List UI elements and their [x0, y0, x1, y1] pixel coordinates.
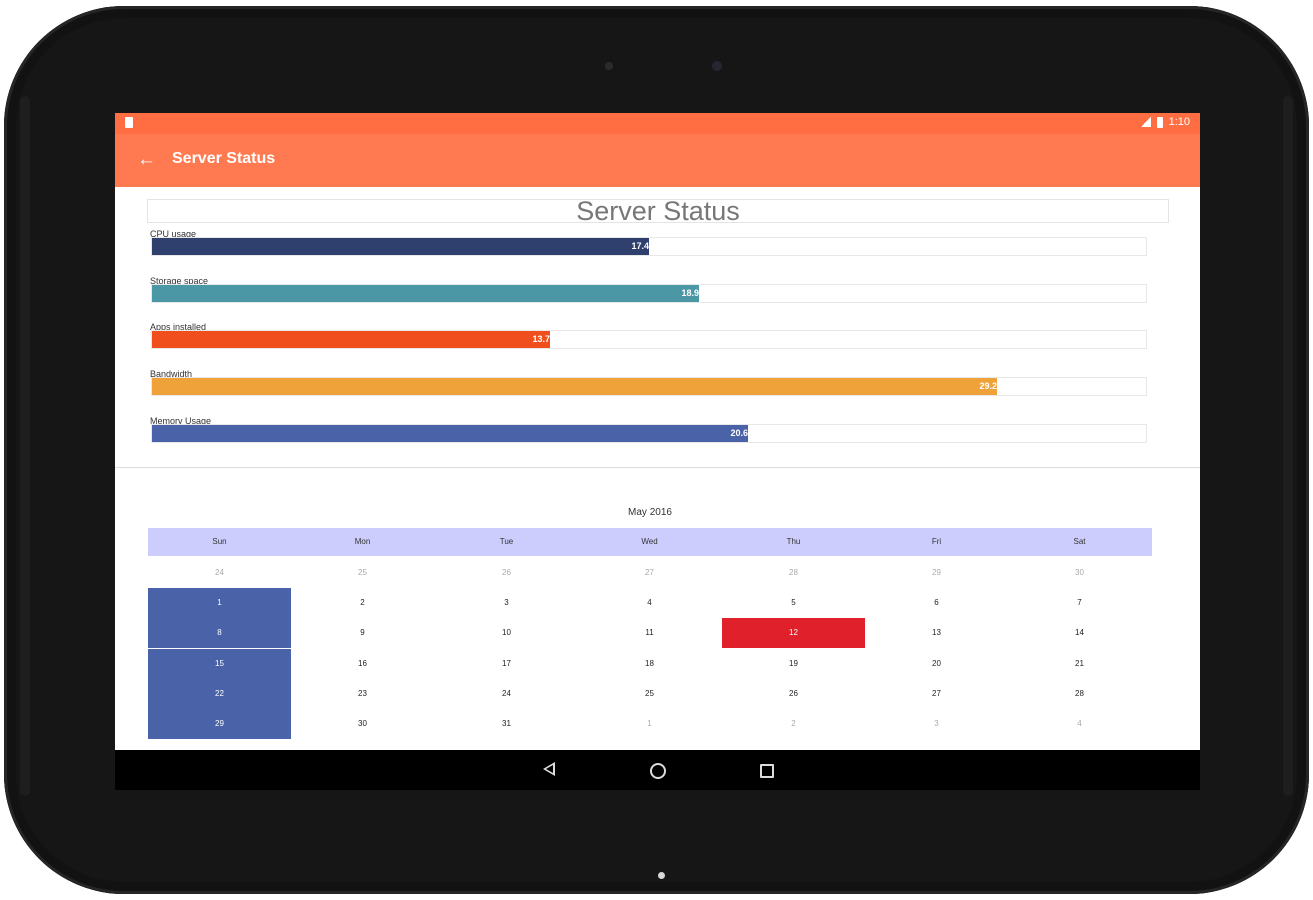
calendar-day[interactable]: 14 [1075, 628, 1084, 638]
calendar-day[interactable]: 3 [504, 598, 509, 608]
calendar-day[interactable]: 26 [502, 568, 511, 577]
bar: 18.9 [152, 285, 699, 302]
bar-track: 20.6 [151, 424, 1147, 443]
calendar-day[interactable]: 13 [932, 628, 941, 638]
calendar-day[interactable]: 7 [1077, 598, 1082, 608]
calendar-day[interactable]: 4 [647, 598, 652, 608]
bar-track: 29.2 [151, 377, 1147, 396]
calendar-day[interactable]: 19 [789, 658, 798, 668]
bar-label: Apps installed [150, 322, 207, 332]
calendar-day[interactable]: 27 [645, 568, 654, 577]
calendar-weekday-header: Sun Mon Tue Wed Thu Fri Sat [148, 528, 1152, 556]
speaker-grille-right [1283, 96, 1293, 796]
bar-value-label: 17.4 [631, 241, 649, 251]
bar: 20.6 [152, 425, 748, 442]
calendar-day[interactable]: 16 [358, 658, 367, 668]
bar-row: Apps installed 13.7 [149, 322, 1149, 352]
status-time: 1:10 [1168, 116, 1190, 128]
calendar-day[interactable]: 22 [148, 678, 291, 709]
calendar-month-label: May 2016 [628, 507, 672, 518]
app-bar: ← Server Status [115, 134, 1200, 187]
calendar-day[interactable]: 24 [215, 568, 224, 577]
sensor-dot [605, 62, 613, 70]
chart-title: Server Status [147, 198, 1169, 225]
nav-home-icon[interactable] [650, 763, 666, 779]
calendar-day[interactable]: 9 [360, 628, 365, 638]
calendar-day[interactable]: 2 [791, 719, 796, 728]
calendar-day[interactable]: 1 [647, 719, 652, 728]
calendar-day[interactable]: 11 [645, 628, 654, 638]
section-divider [115, 467, 1200, 468]
front-camera [712, 61, 722, 71]
calendar-day[interactable]: 21 [1075, 658, 1084, 668]
calendar-day[interactable]: 20 [932, 658, 941, 668]
calendar-day[interactable]: 25 [645, 688, 654, 698]
calendar-day[interactable]: 29 [148, 709, 291, 739]
bar-row: CPU usage 17.4 [149, 229, 1149, 259]
calendar-day[interactable]: 25 [358, 568, 367, 577]
status-bar: 1:10 [115, 113, 1200, 134]
nav-back-icon[interactable] [543, 762, 555, 776]
bar-label: CPU usage [150, 229, 197, 239]
bar-row: Storage space 18.9 [149, 276, 1149, 306]
calendar-day[interactable]: 2 [360, 598, 365, 608]
bar-value-label: 29.2 [979, 381, 997, 391]
calendar-day[interactable]: 3 [934, 719, 939, 728]
bar-track: 13.7 [151, 330, 1147, 349]
battery-icon [1156, 116, 1163, 128]
calendar-weekday: Sat [1073, 537, 1086, 546]
bar-track: 18.9 [151, 284, 1147, 303]
bar-value-label: 18.9 [681, 288, 699, 298]
calendar-day[interactable]: 15 [148, 648, 291, 679]
calendar-day[interactable]: 27 [932, 688, 941, 698]
calendar-day[interactable]: 5 [791, 598, 796, 608]
calendar-day[interactable]: 8 [148, 618, 291, 649]
calendar-weekday: Mon [354, 537, 371, 546]
calendar-day[interactable]: 18 [645, 658, 654, 668]
bar-label: Storage space [150, 276, 209, 286]
calendar-day[interactable]: 10 [502, 628, 511, 638]
bar: 13.7 [152, 331, 550, 348]
calendar-weekday: Fri [931, 537, 942, 546]
calendar-day[interactable]: 23 [358, 688, 367, 698]
calendar-day[interactable]: 1 [148, 588, 291, 619]
bar-label: Bandwidth [150, 369, 193, 379]
calendar-weekday: Tue [499, 537, 514, 546]
nav-recents-icon[interactable] [760, 764, 774, 778]
hardware-home-dot [658, 872, 665, 879]
calendar-day[interactable]: 26 [789, 688, 798, 698]
calendar-weekday: Wed [641, 537, 658, 546]
signal-icon [1140, 117, 1151, 127]
calendar-day[interactable]: 17 [502, 658, 511, 668]
calendar-day[interactable]: 29 [932, 568, 941, 577]
calendar-weekday: Thu [786, 537, 801, 546]
bar-track: 17.4 [151, 237, 1147, 256]
app-title: Server Status [172, 150, 276, 167]
main-content: Server Status CPU usage 17.4 Storage space… [115, 187, 1200, 750]
bar-value-label: 20.6 [730, 428, 748, 438]
bar: 17.4 [152, 238, 649, 255]
bar-row: Memory Usage 20.6 [149, 416, 1149, 446]
bar-label: Memory Usage [150, 416, 212, 426]
speaker-grille-left [20, 96, 30, 796]
calendar-day[interactable]: 6 [934, 598, 939, 608]
bar-row: Bandwidth 29.2 [149, 369, 1149, 399]
device-screen: 1:10 ← Server Status Server Status CPU u… [115, 113, 1200, 790]
status-right-group: 1:10 [1140, 116, 1190, 128]
calendar-day[interactable]: 30 [1075, 568, 1084, 577]
calendar-day[interactable]: 4 [1077, 719, 1082, 728]
calendar-weekday: Sun [212, 537, 227, 546]
calendar-day[interactable]: 12 [722, 618, 865, 649]
calendar-day[interactable]: 28 [1075, 688, 1084, 698]
calendar-day[interactable]: 24 [502, 688, 511, 698]
calendar-day[interactable]: 28 [789, 568, 798, 577]
bar-value-label: 13.7 [532, 334, 550, 344]
bar: 29.2 [152, 378, 997, 395]
navigation-bar [115, 750, 1200, 790]
sd-card-icon [125, 117, 133, 128]
calendar-day[interactable]: 31 [502, 719, 511, 728]
calendar-day[interactable]: 30 [358, 719, 367, 728]
arrow-back-icon[interactable]: ← [137, 149, 156, 170]
